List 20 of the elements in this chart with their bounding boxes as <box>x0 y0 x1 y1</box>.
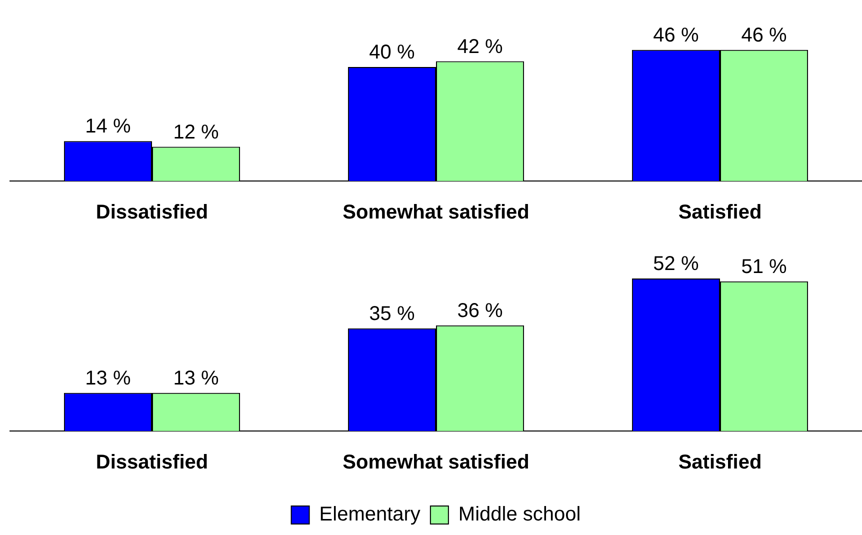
data-label: 13 % <box>85 367 131 390</box>
x-tick-label: Satisfied <box>678 202 762 224</box>
legend-label: Middle school <box>458 504 581 526</box>
x-tick-label: Satisfied <box>678 452 762 474</box>
data-label: 46 % <box>653 24 699 46</box>
data-label: 14 % <box>85 116 131 138</box>
data-label: 42 % <box>457 36 504 58</box>
legend-label: Elementary <box>319 504 420 526</box>
data-label: 52 % <box>653 252 699 275</box>
data-label: 46 % <box>741 24 788 46</box>
x-tick-label: Dissatisfied <box>96 452 208 474</box>
data-label: 51 % <box>741 256 788 278</box>
data-label: 36 % <box>457 300 504 322</box>
data-label: 35 % <box>369 302 415 325</box>
data-label: 13 % <box>173 367 220 390</box>
data-label: 40 % <box>369 42 415 64</box>
data-label: 12 % <box>173 121 220 144</box>
x-tick-label: Somewhat satisfied <box>342 202 530 224</box>
x-tick-label: Somewhat satisfied <box>342 452 530 474</box>
x-tick-label: Dissatisfied <box>96 202 208 224</box>
